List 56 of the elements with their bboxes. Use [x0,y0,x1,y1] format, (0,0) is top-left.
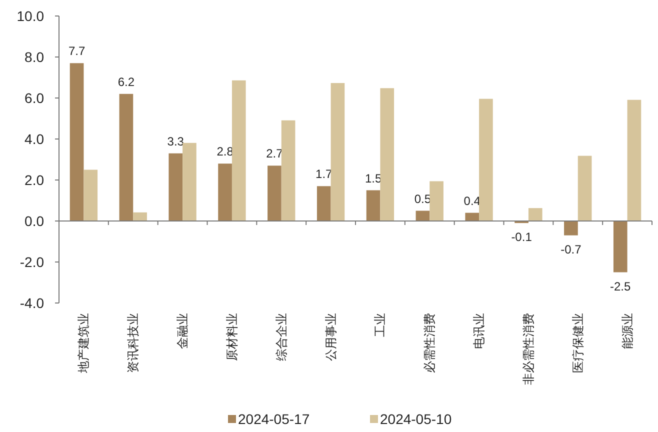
data-label: 1.5 [364,171,382,186]
bar [330,83,345,221]
data-label: 6.2 [118,74,135,89]
y-tick-label: 10.0 [16,8,44,24]
data-label: 2.7 [266,146,284,161]
data-label: 7.7 [68,44,86,58]
data-label: 0.5 [414,192,432,206]
bar [232,80,246,221]
bar [430,181,444,221]
y-tick-label: 0.0 [24,213,44,229]
data-label: -0.1 [511,230,532,244]
x-tick-label: 金融业 [176,313,190,349]
bar [119,94,134,221]
y-tick-label: 4.0 [24,131,44,147]
bar [281,120,296,221]
y-tick-label: 8.0 [24,49,44,65]
bar [627,100,642,221]
x-tick-label: 原材料业 [224,313,239,361]
legend-label: 2024-05-10 [380,411,452,427]
x-tick-label: 资讯科技业 [126,313,140,373]
bar [613,221,628,272]
bar [168,153,183,221]
data-label: 0.4 [464,194,481,208]
bar [182,142,196,221]
x-tick-label: 能源业 [620,313,634,349]
bar [416,210,430,221]
y-tick-label: -4.0 [20,295,44,311]
data-label: -0.7 [560,242,582,256]
y-tick-label: 6.0 [24,90,44,106]
x-tick-label: 医疗保健业 [570,313,585,373]
bar [465,212,480,221]
x-tick-label: 工业 [373,313,388,337]
y-tick-label: -2.0 [20,254,44,270]
bar [366,190,380,221]
x-tick-label: 必需性消费 [422,313,437,373]
data-label: -2.5 [610,279,632,294]
bar [528,208,542,221]
bar [268,166,282,221]
bar [84,170,98,221]
bar [578,156,592,221]
bar [218,164,232,221]
x-tick-label: 地产建筑业 [76,313,91,374]
bar [70,63,84,221]
data-label: 1.7 [316,167,333,182]
data-label: 3.3 [167,134,184,148]
x-tick-label: 非必需性消费 [521,313,536,385]
bar [380,88,394,221]
bar [133,212,147,221]
y-tick-label: 2.0 [24,172,44,188]
bar [316,186,331,221]
x-tick-label: 综合企业 [274,313,288,361]
bar [479,98,493,221]
x-tick-label: 电讯业 [472,313,486,349]
legend-label: 2024-05-17 [238,411,310,427]
bar [564,221,578,236]
x-tick-label: 公用事业 [324,313,338,361]
